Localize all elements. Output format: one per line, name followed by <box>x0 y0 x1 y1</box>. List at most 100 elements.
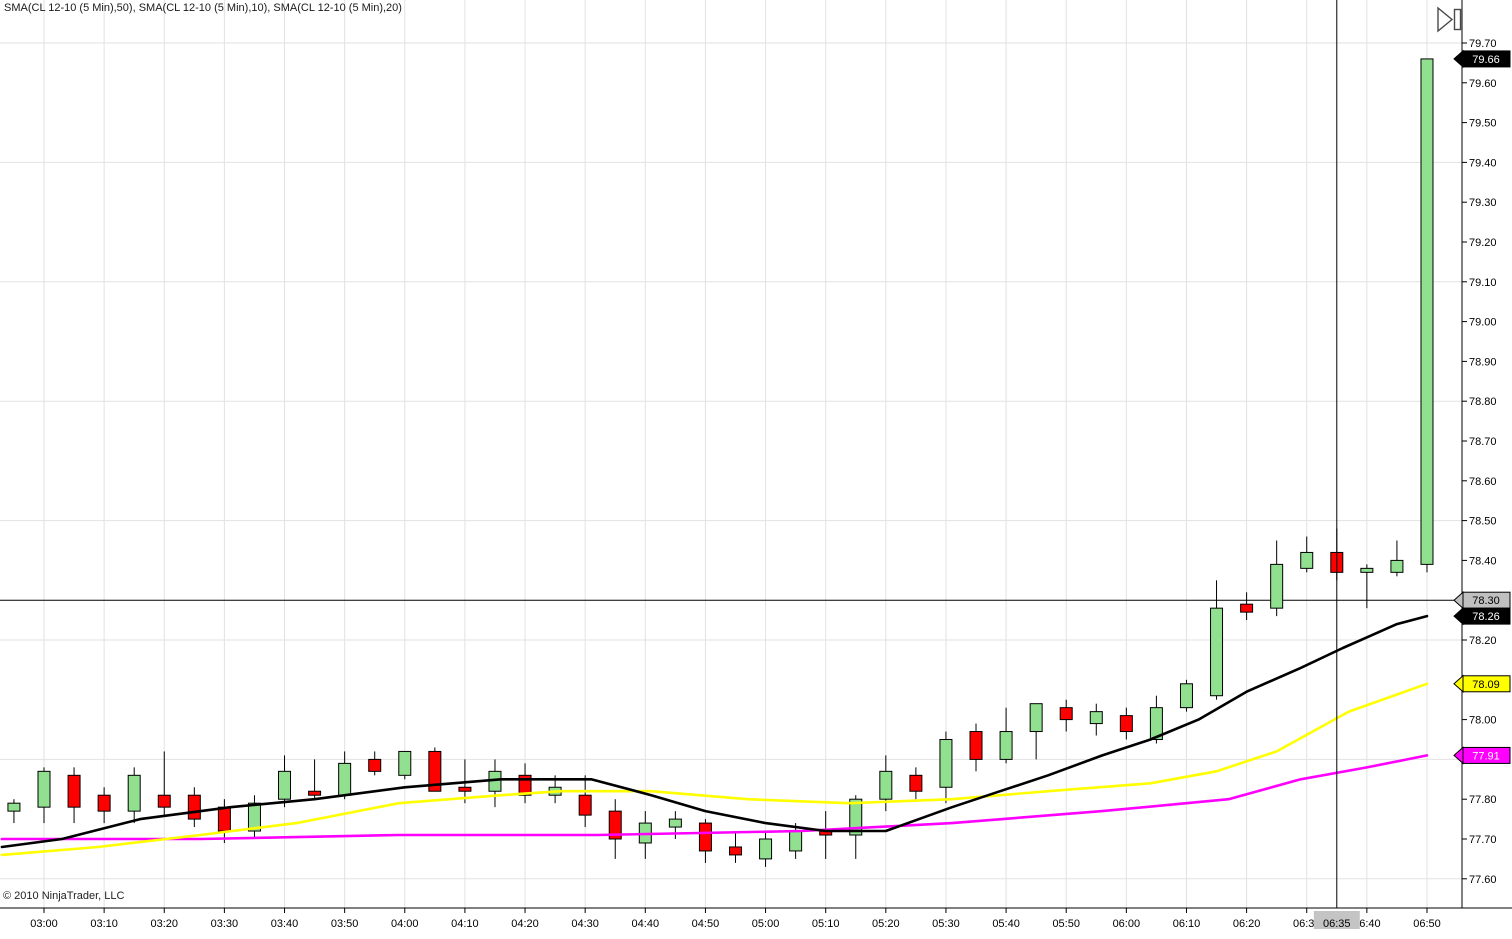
candles <box>7 58 1434 867</box>
price-tick-label: 78.60 <box>1469 476 1497 488</box>
play-triangle-glyph <box>1437 6 1454 33</box>
candle-05:35 <box>969 723 983 772</box>
candle-05:10 <box>819 811 833 859</box>
candle-06:15 <box>1210 580 1224 700</box>
time-tick-label: 04:00 <box>391 918 419 930</box>
svg-text:78.09: 78.09 <box>1472 679 1500 691</box>
time-tick-label: 04:20 <box>511 918 539 930</box>
candle-05:25 <box>909 767 923 800</box>
price-marker-77.91: 77.91 <box>1453 746 1511 765</box>
time-tick-label: 06:30 <box>1293 918 1321 930</box>
candle-02:55 <box>7 799 21 824</box>
candle-03:00 <box>37 767 51 824</box>
time-tick-label: 03:40 <box>271 918 299 930</box>
candle-05:00 <box>759 831 773 867</box>
time-tick-label: 05:20 <box>872 918 900 930</box>
candle-05:40 <box>999 707 1013 764</box>
candle-05:55 <box>1089 703 1103 736</box>
time-tick-label: 05:40 <box>992 918 1020 930</box>
go-to-last-bar-icon[interactable] <box>1433 4 1465 36</box>
price-marker-78.26: 78.26 <box>1453 607 1511 626</box>
svg-text:79.66: 79.66 <box>1472 54 1500 66</box>
candle-05:50 <box>1059 699 1073 732</box>
time-tick-label: 06:40 <box>1353 918 1381 930</box>
price-marker-78.30: 78.30 <box>1453 591 1511 610</box>
price-tick-label: 79.40 <box>1469 157 1497 169</box>
candle-06:05 <box>1149 695 1163 744</box>
candle-06:45 <box>1390 540 1404 577</box>
price-tick-label: 79.20 <box>1469 237 1497 249</box>
price-tick-label: 78.70 <box>1469 436 1497 448</box>
copyright-label: © 2010 NinjaTrader, LLC <box>3 890 125 902</box>
time-tick-label: 03:00 <box>30 918 58 930</box>
gridlines <box>0 0 1462 908</box>
price-tick-label: 77.60 <box>1469 874 1497 886</box>
svg-text:78.30: 78.30 <box>1472 595 1500 607</box>
candle-03:45 <box>308 759 322 800</box>
price-tick-label: 78.90 <box>1469 356 1497 368</box>
time-tick-label: 04:50 <box>692 918 720 930</box>
candle-05:30 <box>939 731 953 804</box>
sma-line-sma-10 <box>0 614 1429 849</box>
price-marker-79.66: 79.66 <box>1453 49 1511 69</box>
svg-text:06:35: 06:35 <box>1323 918 1351 930</box>
price-tick-label: 79.70 <box>1469 38 1497 50</box>
candle-03:50 <box>338 751 352 800</box>
time-tick-label: 04:40 <box>632 918 660 930</box>
candle-03:10 <box>97 787 111 824</box>
candle-05:45 <box>1029 703 1043 760</box>
time-tick-label: 06:10 <box>1173 918 1201 930</box>
price-tick-label: 79.00 <box>1469 317 1497 329</box>
price-tick-label: 78.20 <box>1469 635 1497 647</box>
time-tick-label: 06:20 <box>1233 918 1261 930</box>
time-tick-label: 05:50 <box>1052 918 1080 930</box>
candle-03:15 <box>127 767 141 824</box>
time-tick-label: 04:10 <box>451 918 479 930</box>
price-tick-label: 77.80 <box>1469 794 1497 806</box>
candle-03:20 <box>157 751 171 816</box>
sma-line-sma-20 <box>0 682 1429 857</box>
time-tick-label: 06:50 <box>1413 918 1441 930</box>
time-tick-label: 05:00 <box>752 918 780 930</box>
time-tick-label: 03:30 <box>211 918 239 930</box>
candle-06:50 <box>1420 58 1434 573</box>
price-tick-label: 77.70 <box>1469 834 1497 846</box>
time-tick-label: 03:20 <box>150 918 178 930</box>
candle-03:35 <box>247 795 261 839</box>
price-tick-label: 79.10 <box>1469 277 1497 289</box>
time-tick-label: 06:00 <box>1113 918 1141 930</box>
candle-04:20 <box>518 763 532 804</box>
candle-06:20 <box>1240 592 1254 621</box>
candle-03:40 <box>278 755 292 808</box>
price-tick-label: 79.60 <box>1469 78 1497 90</box>
candle-04:35 <box>608 799 622 859</box>
candle-06:30 <box>1300 536 1314 573</box>
candle-03:55 <box>368 751 382 776</box>
bar-glyph <box>1453 8 1462 31</box>
candle-04:30 <box>578 775 592 828</box>
chart-title: SMA(CL 12-10 (5 Min),50), SMA(CL 12-10 (… <box>4 2 402 14</box>
price-tick-label: 78.80 <box>1469 396 1497 408</box>
time-tick-label: 03:50 <box>331 918 359 930</box>
price-marker-78.09: 78.09 <box>1453 674 1511 693</box>
candle-03:05 <box>67 767 81 824</box>
price-tick-label: 78.40 <box>1469 555 1497 567</box>
time-tick-label: 04:30 <box>571 918 599 930</box>
candle-03:25 <box>187 787 201 828</box>
svg-text:77.91: 77.91 <box>1472 750 1500 762</box>
time-tick-label: 05:30 <box>932 918 960 930</box>
cursor-time-label: 06:35 <box>1313 911 1360 930</box>
candle-04:15 <box>488 759 502 808</box>
svg-text:78.26: 78.26 <box>1472 611 1500 623</box>
candle-03:30 <box>217 799 231 843</box>
candle-04:00 <box>398 750 412 780</box>
candle-06:00 <box>1119 707 1133 740</box>
price-tick-label: 79.30 <box>1469 197 1497 209</box>
candle-05:05 <box>789 823 803 859</box>
time-tick-label: 03:10 <box>90 918 118 930</box>
candle-06:40 <box>1360 564 1374 609</box>
price-tick-label: 78.50 <box>1469 516 1497 528</box>
